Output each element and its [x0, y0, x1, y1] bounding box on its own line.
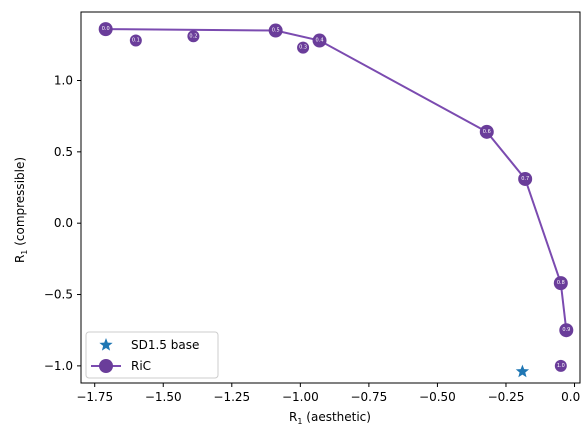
plot-area [80, 11, 581, 384]
y-tick-label: 0.5 [54, 145, 73, 159]
ric-point-label: 0.0 [102, 26, 110, 32]
ric-point-label: 0.1 [132, 38, 140, 44]
ric-points: 0.0 0.1 0.2 0.3 0.4 0.5 0.6 0.7 0.8 0.9 1.0 [98, 22, 574, 372]
ric-point [559, 323, 574, 338]
ric-point [268, 23, 283, 38]
legend-item-ric: RiC [91, 359, 151, 373]
sd15-base-star [515, 364, 530, 378]
x-tick-label: −1.75 [76, 390, 113, 404]
ric-point-label: 0.8 [557, 280, 565, 286]
legend-label-sd15-base: SD1.5 base [131, 338, 199, 352]
y-tick-label: −0.5 [44, 288, 73, 302]
x-tick-label: −0.75 [350, 390, 387, 404]
ric-point-label: 0.3 [299, 45, 307, 51]
ric-point [554, 359, 567, 372]
y-tick-label: 0.0 [54, 216, 73, 230]
ric-point-label: 0.7 [521, 176, 529, 182]
ric-point [518, 171, 533, 186]
x-tick-label: −1.25 [213, 390, 250, 404]
ric-point-label: 0.2 [189, 33, 197, 39]
y-axis-label: R1 (compressible) [13, 157, 29, 263]
x-tick-label: 0.00 [561, 390, 581, 404]
legend-item-sd15-base: SD1.5 base [99, 338, 199, 352]
ric-point-label: 0.9 [562, 327, 570, 333]
ric-point-label: 1.0 [557, 363, 565, 369]
ric-point [479, 124, 494, 139]
y-tick-label: 1.0 [54, 73, 73, 87]
ric-point [187, 30, 200, 43]
ric-point [297, 41, 310, 54]
x-tick-label: −1.50 [145, 390, 182, 404]
ric-point-label: 0.5 [272, 28, 280, 34]
ric-point-label: 0.6 [483, 129, 491, 135]
ric-point-label: 0.4 [316, 38, 324, 44]
sd15-base-points [515, 364, 530, 378]
x-tick-label: −0.50 [419, 390, 456, 404]
legend-label-ric: RiC [131, 359, 151, 373]
y-axis-ticks: 1.0 0.5 0.0 −0.5 −1.0 [44, 73, 81, 373]
legend: SD1.5 base RiC [85, 331, 219, 379]
legend-star-icon [99, 338, 113, 351]
x-axis-ticks: −1.75 −1.50 −1.25 −1.00 −0.75 −0.50 −0.25 0.00 [76, 383, 581, 404]
ric-point [312, 33, 327, 48]
y-tick-label: −1.0 [44, 359, 73, 373]
x-axis-label: R1 (aesthetic) [289, 410, 371, 426]
ric-point [98, 22, 113, 37]
x-tick-label: −1.00 [282, 390, 319, 404]
legend-ric-circle-icon [99, 359, 113, 373]
ric-point [129, 34, 142, 47]
ric-point [553, 276, 568, 291]
x-tick-label: −0.25 [488, 390, 525, 404]
